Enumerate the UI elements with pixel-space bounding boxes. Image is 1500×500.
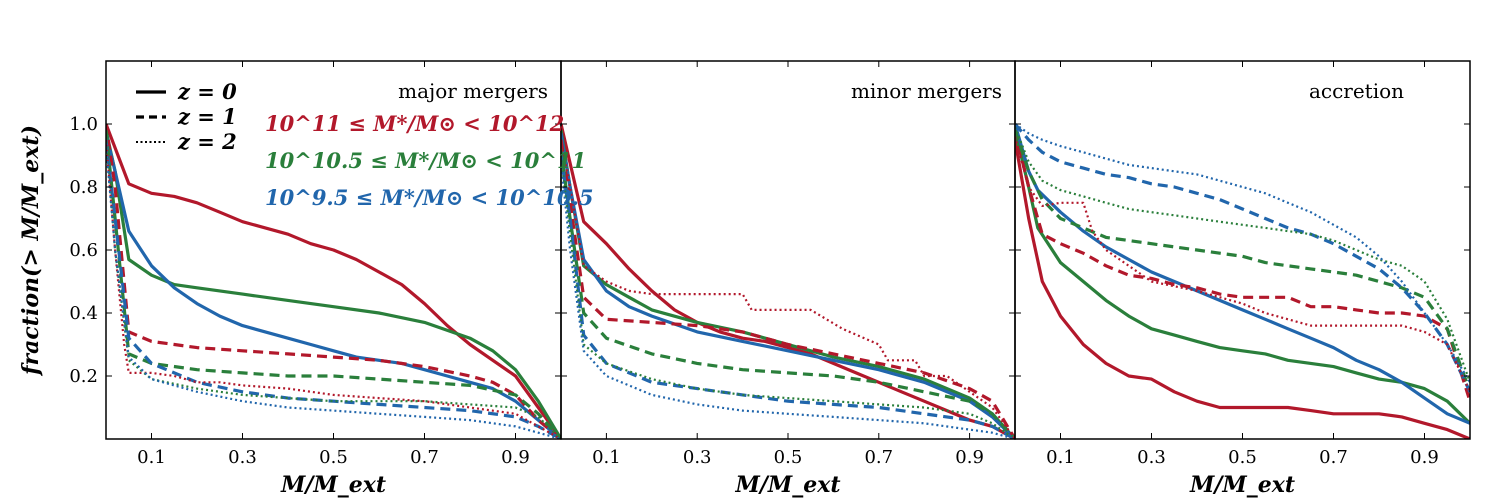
- x-tick-label: 0.9: [955, 447, 984, 468]
- x-tick-label: 0.5: [774, 447, 803, 468]
- legend-mass-bin-label: 10^11 ≤ M*/M⊙ < 10^12: [265, 111, 564, 136]
- y-axis-title: fraction(> M/M_ext): [18, 125, 44, 377]
- x-axis-title: M/M_ext: [280, 472, 386, 498]
- series-line: [1015, 129, 1470, 402]
- x-tick-label: 0.1: [1046, 447, 1075, 468]
- y-tick-label: 0.4: [69, 303, 98, 324]
- x-tick-label: 0.3: [228, 447, 257, 468]
- x-tick-label: 0.7: [864, 447, 893, 468]
- y-tick-label: 0.6: [69, 240, 98, 261]
- series-line: [1015, 122, 1470, 393]
- x-tick-label: 0.3: [683, 447, 712, 468]
- x-axis-title: M/M_ext: [734, 472, 840, 498]
- legend-label: z = 1: [177, 104, 237, 129]
- x-tick-label: 0.5: [1228, 447, 1257, 468]
- x-tick-label: 0.3: [1137, 447, 1166, 468]
- y-tick-label: 0.2: [69, 366, 98, 387]
- series-group: [561, 123, 1015, 439]
- series-line: [561, 139, 1015, 439]
- series-line: [106, 123, 561, 439]
- panel-title: accretion: [1309, 79, 1404, 103]
- x-tick-label: 0.5: [319, 447, 348, 468]
- series-line: [106, 146, 561, 439]
- legend-mass-bins: 10^11 ≤ M*/M⊙ < 10^12 10^10.5 ≤ M*/M⊙ < 1…: [265, 111, 594, 210]
- legend-linestyles: z = 0z = 1z = 2: [136, 79, 237, 154]
- series-line: [1015, 126, 1470, 383]
- axes-frame: [560, 60, 1016, 440]
- series-line: [561, 123, 1015, 439]
- legend-label: z = 2: [177, 129, 237, 154]
- series-line: [1015, 123, 1470, 383]
- y-tick-label: 0.8: [69, 177, 98, 198]
- series-line: [1015, 129, 1470, 425]
- legend: z = 0z = 1z = 2 10^11 ≤ M*/M⊙ < 10^1210^…: [136, 79, 594, 210]
- legend-mass-bin-label: 10^9.5 ≤ M*/M⊙ < 10^10.5: [265, 185, 594, 210]
- x-axis-title: M/M_ext: [1189, 472, 1295, 498]
- panels: 0.1 0.3 0.5 0.7 0.9 0.2 0.4 0.6 0.8 1.0 major merg…: [69, 60, 1471, 498]
- series-line: [106, 136, 561, 439]
- y-tick-label: 1.0: [69, 114, 98, 135]
- series-line: [561, 139, 1015, 439]
- legend-label: z = 0: [177, 79, 237, 104]
- legend-mass-bin-label: 10^10.5 ≤ M*/M⊙ < 10^11: [265, 148, 586, 173]
- series-line: [106, 129, 561, 439]
- series-line: [106, 130, 561, 439]
- series-line: [561, 155, 1015, 439]
- panel-major-mergers: 0.1 0.3 0.5 0.7 0.9 0.2 0.4 0.6 0.8 1.0 major merg…: [69, 60, 562, 498]
- series-line: [106, 139, 561, 439]
- series-line: [561, 161, 1015, 439]
- x-tick-label: 0.1: [592, 447, 621, 468]
- x-tick-label: 0.7: [1319, 447, 1348, 468]
- series-line: [561, 133, 1015, 439]
- series-line: [1015, 136, 1470, 393]
- panel-minor-mergers: 0.1 0.3 0.5 0.7 0.9 minor mergers M/M_ext: [560, 60, 1016, 498]
- series-line: [106, 133, 561, 439]
- series-line: [106, 123, 561, 439]
- x-tick-label: 0.9: [501, 447, 530, 468]
- panel-title: minor mergers: [851, 79, 1002, 103]
- x-tick-label: 0.9: [1410, 447, 1439, 468]
- x-tick-label: 0.1: [137, 447, 166, 468]
- series-group: [1015, 122, 1470, 439]
- series-line: [561, 148, 1015, 439]
- panel-accretion: 0.1 0.3 0.5 0.7 0.9 accretion M/M_ext: [1014, 60, 1471, 498]
- series-line: [561, 155, 1015, 439]
- panel-title: major mergers: [398, 79, 548, 103]
- series-line: [1015, 139, 1470, 439]
- series-line: [1015, 129, 1470, 393]
- x-tick-label: 0.7: [410, 447, 439, 468]
- series-group: [106, 123, 561, 439]
